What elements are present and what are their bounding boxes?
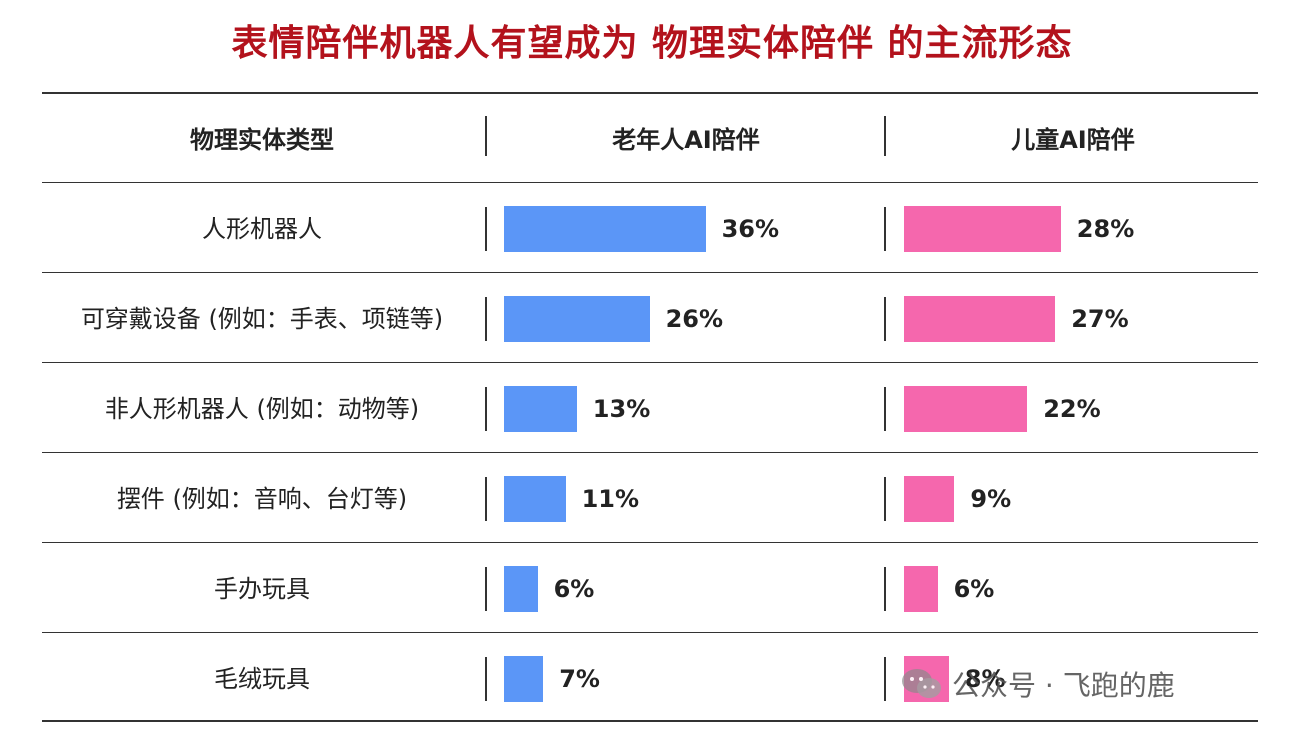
elder-bar: [504, 206, 706, 252]
column-separator: [884, 297, 886, 341]
elder-bar: [504, 566, 538, 612]
child-value-label: 6%: [953, 575, 995, 603]
category-label: 非人形机器人 (例如：动物等): [104, 395, 420, 423]
elder-bar: [504, 386, 577, 432]
elder-value-label: 36%: [721, 215, 780, 243]
column-separator: [485, 207, 487, 251]
child-bar: [904, 206, 1061, 252]
watermark: 公众号 · 飞跑的鹿: [900, 660, 1175, 708]
elder-value-label: 11%: [581, 485, 640, 513]
column-separator: [485, 387, 487, 431]
column-separator: [884, 477, 886, 521]
child-bar: [904, 566, 938, 612]
header-child: 儿童AI陪伴: [1011, 126, 1135, 154]
category-label: 可穿戴设备 (例如：手表、项链等): [80, 305, 444, 333]
elder-value-label: 7%: [559, 665, 600, 693]
column-separator: [884, 387, 886, 431]
row-rule: [42, 452, 1258, 453]
bottom-rule: [42, 720, 1258, 722]
column-separator: [485, 116, 487, 156]
row-rule: [42, 272, 1258, 273]
header-rule: [42, 182, 1258, 183]
column-separator: [884, 207, 886, 251]
column-separator: [485, 657, 487, 701]
child-value-label: 8%: [964, 665, 1006, 693]
category-label: 手办玩具: [214, 575, 310, 603]
wechat-icon: [900, 666, 944, 702]
child-value-label: 22%: [1043, 395, 1101, 423]
category-label: 毛绒玩具: [214, 665, 310, 693]
elder-bar: [504, 656, 544, 702]
elder-value-label: 13%: [592, 395, 651, 423]
child-bar: [904, 296, 1056, 342]
child-value-label: 27%: [1071, 305, 1129, 333]
child-value-label: 9%: [970, 485, 1012, 513]
column-separator: [485, 567, 487, 611]
chart-title: 表情陪伴机器人有望成为 物理实体陪伴 的主流形态: [231, 22, 1073, 64]
child-value-label: 28%: [1076, 215, 1135, 243]
column-separator: [884, 567, 886, 611]
elder-bar: [504, 476, 566, 522]
header-type: 物理实体类型: [190, 126, 334, 154]
column-separator: [485, 477, 487, 521]
elder-value-label: 6%: [553, 575, 595, 603]
elder-value-label: 26%: [665, 305, 724, 333]
child-bar: [904, 476, 955, 522]
row-rule: [42, 542, 1258, 543]
row-rule: [42, 362, 1258, 363]
elder-bar: [504, 296, 650, 342]
category-label: 摆件 (例如：音响、台灯等): [116, 485, 408, 513]
header-elder: 老年人AI陪伴: [612, 126, 760, 154]
column-separator: [884, 116, 886, 156]
column-separator: [485, 297, 487, 341]
category-label: 人形机器人: [202, 215, 322, 243]
column-separator: [884, 657, 886, 701]
top-rule: [42, 92, 1258, 94]
watermark-text: 公众号 · 飞跑的鹿: [952, 669, 1175, 702]
child-bar: [904, 386, 1028, 432]
row-rule: [42, 632, 1258, 633]
